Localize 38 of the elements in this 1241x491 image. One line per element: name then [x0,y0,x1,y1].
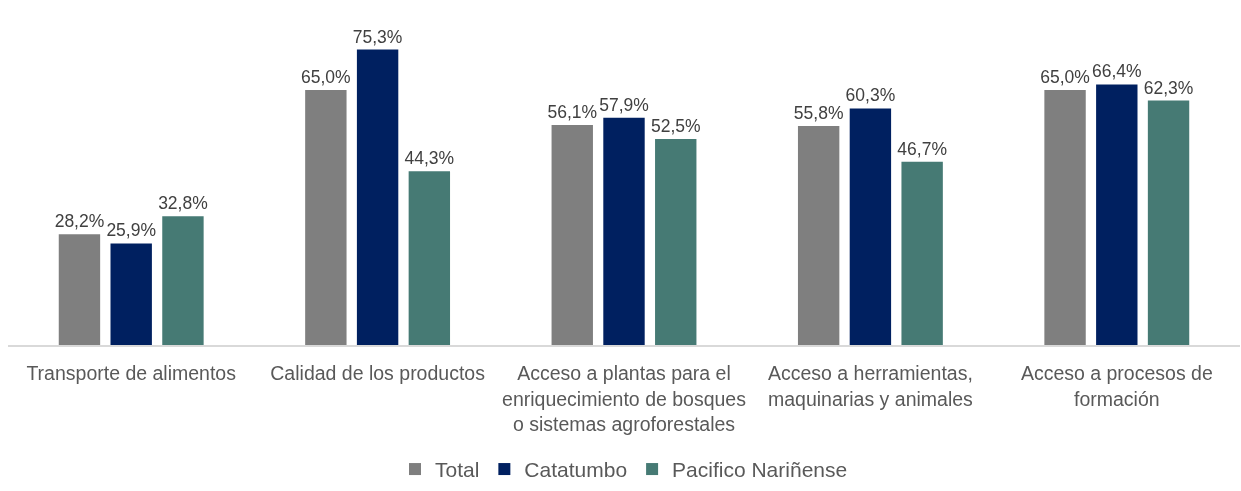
bar [901,161,943,345]
data-label: 28,2% [54,211,105,232]
bar [356,49,399,345]
data-label: 46,7% [897,138,947,159]
data-label: 44,3% [404,148,455,169]
data-label: 62,3% [1143,77,1194,98]
data-label: 60,3% [845,85,896,106]
bar [655,139,697,345]
x-tick-label: Transporte de alimentos [26,362,237,385]
bar [551,124,593,345]
data-label: 56,1% [547,101,598,122]
data-label: 55,8% [793,103,844,124]
data-label: 75,3% [352,26,403,47]
x-tick-label: Acceso a procesos de formación [1020,362,1213,410]
bar [1044,89,1086,345]
bar [797,126,840,345]
data-label: 32,8% [158,193,208,214]
x-tick-label: Acceso a plantas para el enriquecimiento de bosques o sistemas agroforestales [502,362,747,436]
bar [305,89,347,345]
x-tick-label: Calidad de los productos [270,362,486,385]
x-tick-label: Acceso a herramientas, maquinarias y animales [767,362,974,410]
bar [408,171,451,345]
data-label: 65,0% [1040,66,1090,87]
bar [1147,100,1190,345]
data-label: 57,9% [599,94,649,115]
data-label: 25,9% [106,220,157,241]
data-label: 65,0% [301,66,351,87]
data-label: 52,5% [650,116,701,137]
legend-label: Catatumbo [524,458,628,482]
legend-label: Total [435,458,480,482]
bar [162,216,204,345]
bar [58,234,101,345]
legend-label: Pacifico Nariñense [672,458,848,482]
bar [1096,84,1138,345]
data-label: 66,4% [1091,61,1142,82]
bar [110,243,152,345]
bar [849,108,892,345]
bar [603,117,645,345]
